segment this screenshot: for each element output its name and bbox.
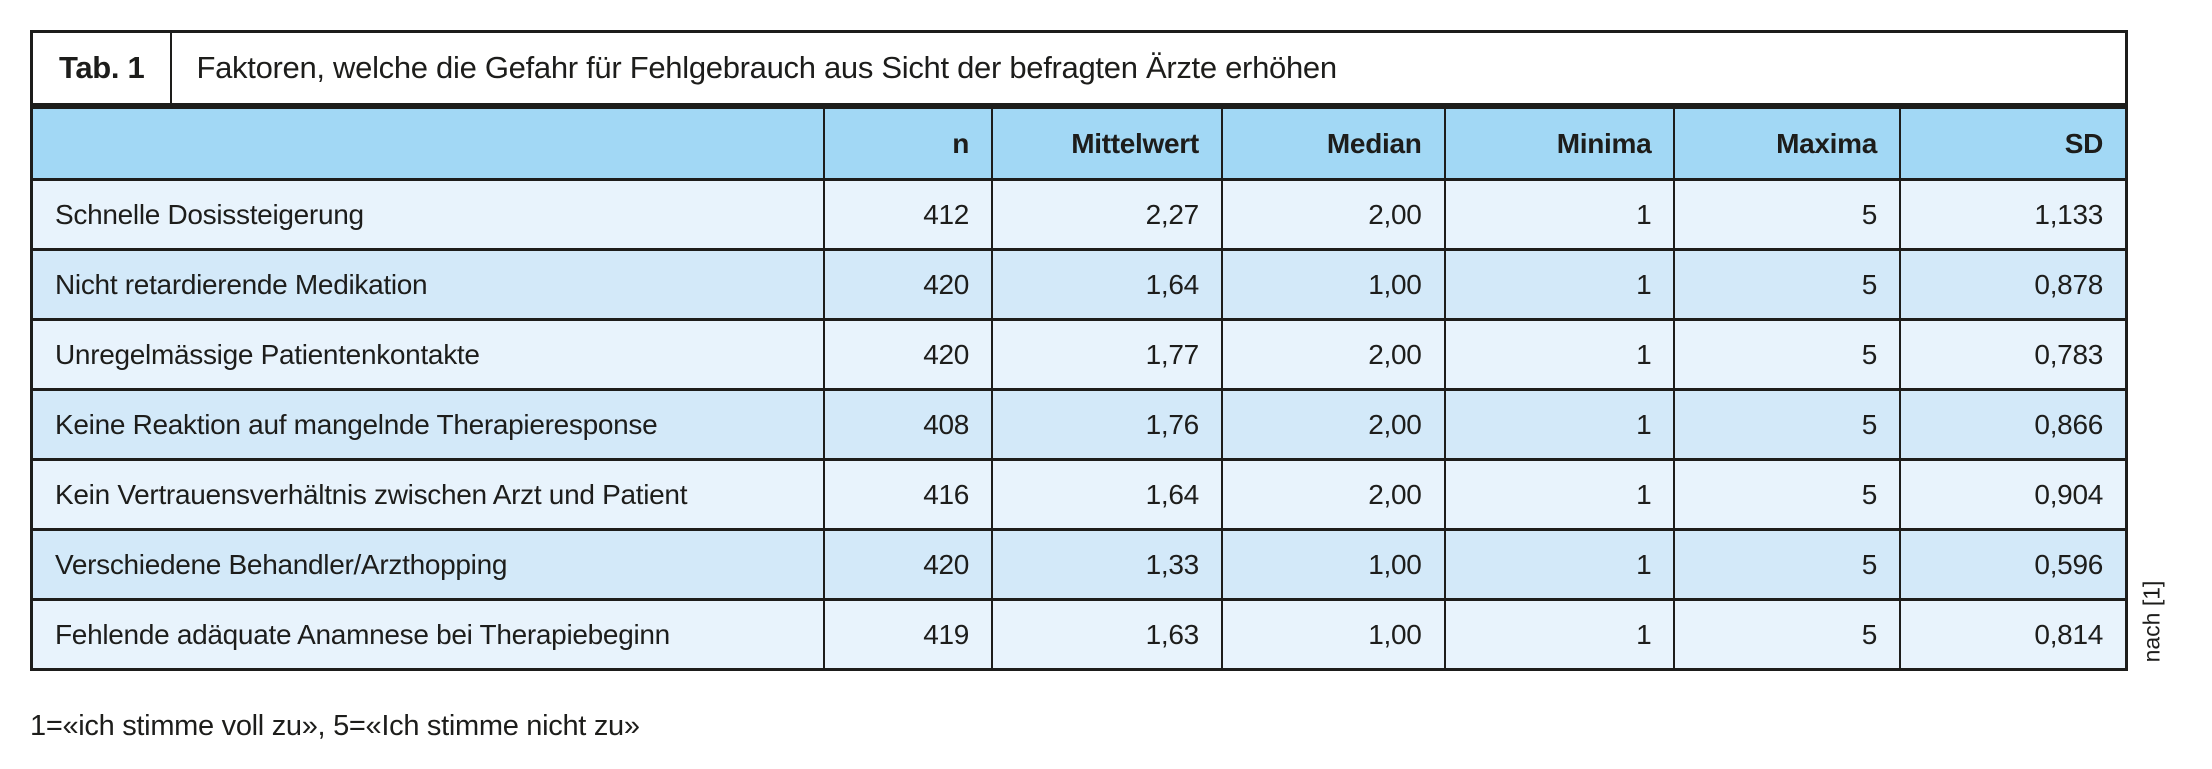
header-row: n Mittelwert Median Minima Maxima SD <box>30 106 2128 181</box>
cell-maxima: 5 <box>1673 598 1901 671</box>
column-header-maxima: Maxima <box>1673 106 1901 181</box>
table-row: Keine Reaktion auf mangelnde Therapieres… <box>30 388 2128 461</box>
factor-label: Kein Vertrauensverhältnis zwischen Arzt … <box>30 458 826 531</box>
cell-minima: 1 <box>1443 178 1676 251</box>
cell-sd: 0,904 <box>1899 458 2128 531</box>
data-table: n Mittelwert Median Minima Maxima SD Sch… <box>30 106 2128 671</box>
cell-minima: 1 <box>1443 318 1676 391</box>
cell-median: 2,00 <box>1220 178 1446 251</box>
factor-label: Fehlende adäquate Anamnese bei Therapieb… <box>30 598 826 671</box>
source-reference: nach [1] <box>2128 548 2176 694</box>
cell-minima: 1 <box>1443 248 1676 321</box>
factor-label: Keine Reaktion auf mangelnde Therapieres… <box>30 388 826 461</box>
cell-n: 420 <box>823 248 994 321</box>
table-row: Fehlende adäquate Anamnese bei Therapieb… <box>30 598 2128 671</box>
column-header-sd: SD <box>1899 106 2128 181</box>
cell-maxima: 5 <box>1673 248 1901 321</box>
cell-minima: 1 <box>1443 598 1676 671</box>
source-reference-text: nach [1] <box>2138 580 2165 662</box>
cell-sd: 0,878 <box>1899 248 2128 321</box>
cell-median: 1,00 <box>1220 248 1446 321</box>
cell-sd: 0,783 <box>1899 318 2128 391</box>
column-header-factor <box>30 106 826 181</box>
scale-footnote: 1=«ich stimme voll zu», 5=«Ich stimme ni… <box>30 710 640 742</box>
table-row: Schnelle Dosissteigerung 412 2,27 2,00 1… <box>30 178 2128 251</box>
cell-sd: 1,133 <box>1899 178 2128 251</box>
factor-label: Schnelle Dosissteigerung <box>30 178 826 251</box>
column-header-median: Median <box>1220 106 1446 181</box>
table-titlebar: Tab. 1 Faktoren, welche die Gefahr für F… <box>30 30 2128 106</box>
cell-mittelwert: 1,77 <box>991 318 1223 391</box>
cell-mittelwert: 2,27 <box>991 178 1223 251</box>
cell-sd: 0,596 <box>1899 528 2128 601</box>
table-tag: Tab. 1 <box>33 33 173 103</box>
table-row: Nicht retardierende Medikation 420 1,64 … <box>30 248 2128 321</box>
table-row: Verschiedene Behandler/Arzthopping 420 1… <box>30 528 2128 601</box>
factor-label: Verschiedene Behandler/Arzthopping <box>30 528 826 601</box>
cell-maxima: 5 <box>1673 318 1901 391</box>
cell-sd: 0,814 <box>1899 598 2128 671</box>
cell-maxima: 5 <box>1673 528 1901 601</box>
cell-n: 408 <box>823 388 994 461</box>
factor-label: Unregelmässige Patientenkontakte <box>30 318 826 391</box>
cell-minima: 1 <box>1443 458 1676 531</box>
table-row: Kein Vertrauensverhältnis zwischen Arzt … <box>30 458 2128 531</box>
table-title: Faktoren, welche die Gefahr für Fehlgebr… <box>196 50 1337 85</box>
cell-minima: 1 <box>1443 388 1676 461</box>
cell-maxima: 5 <box>1673 458 1901 531</box>
cell-maxima: 5 <box>1673 388 1901 461</box>
cell-maxima: 5 <box>1673 178 1901 251</box>
column-header-mittelwert: Mittelwert <box>991 106 1223 181</box>
cell-mittelwert: 1,64 <box>991 248 1223 321</box>
cell-median: 2,00 <box>1220 318 1446 391</box>
cell-n: 412 <box>823 178 994 251</box>
cell-median: 1,00 <box>1220 598 1446 671</box>
cell-mittelwert: 1,64 <box>991 458 1223 531</box>
cell-minima: 1 <box>1443 528 1676 601</box>
column-header-n: n <box>823 106 994 181</box>
cell-n: 419 <box>823 598 994 671</box>
column-header-minima: Minima <box>1443 106 1676 181</box>
cell-n: 420 <box>823 318 994 391</box>
table-row: Unregelmässige Patientenkontakte 420 1,7… <box>30 318 2128 391</box>
cell-mittelwert: 1,63 <box>991 598 1223 671</box>
cell-mittelwert: 1,76 <box>991 388 1223 461</box>
cell-n: 420 <box>823 528 994 601</box>
cell-n: 416 <box>823 458 994 531</box>
cell-mittelwert: 1,33 <box>991 528 1223 601</box>
cell-median: 2,00 <box>1220 388 1446 461</box>
factor-label: Nicht retardierende Medikation <box>30 248 826 321</box>
cell-median: 1,00 <box>1220 528 1446 601</box>
cell-sd: 0,866 <box>1899 388 2128 461</box>
cell-median: 2,00 <box>1220 458 1446 531</box>
